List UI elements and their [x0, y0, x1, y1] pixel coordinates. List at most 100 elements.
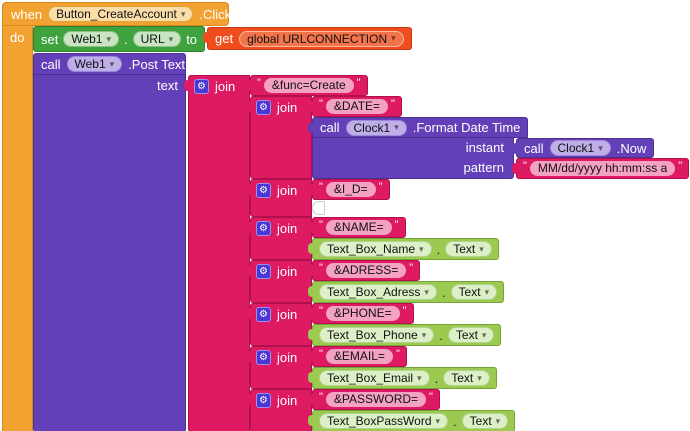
join-label: join — [215, 79, 236, 94]
method-name: .Post Text — [128, 56, 186, 72]
join-spine[interactable]: ⚙ join — [246, 303, 312, 346]
mutator-gear-icon[interactable]: ⚙ — [256, 264, 271, 279]
dropdown-value: Text — [458, 285, 481, 299]
join-block-adress[interactable]: ⚙ join " &ADRESS= " — [246, 260, 505, 303]
join-block-email[interactable]: ⚙ join " &EMAIL= " — [246, 346, 497, 389]
join-spine[interactable]: ⚙ join — [246, 346, 312, 389]
getter-component-dropdown[interactable]: Text_Box_Email ▾ — [319, 370, 430, 386]
string-field[interactable]: &PASSWORD= — [325, 392, 427, 407]
dropdown-arrow-icon: ▾ — [435, 415, 441, 426]
get-keyword: get — [215, 31, 234, 46]
when-block-header[interactable]: when Button_CreateAccount ▾ .Click — [2, 2, 231, 26]
clock-component-dropdown[interactable]: Clock1 ▾ — [345, 119, 407, 136]
call-component-dropdown[interactable]: Web1 ▾ — [66, 56, 123, 72]
call-posttext-header[interactable]: call Web1 ▾ .Post Text — [33, 53, 186, 75]
open-quote: " — [319, 262, 323, 274]
string-field[interactable]: &ADRESS= — [325, 263, 407, 278]
string-field[interactable]: MM/dd/yyyy hh:mm:ss a — [529, 161, 676, 176]
call-web1-posttext-block[interactable]: call Web1 ▾ .Post Text text — [33, 53, 690, 431]
dot-separator: . — [453, 413, 457, 429]
event-component-dropdown[interactable]: Button_CreateAccount ▾ — [48, 6, 194, 22]
mutator-gear-icon[interactable]: ⚙ — [256, 183, 271, 198]
textbox-adress-text-getter[interactable]: Text_Box_Adress ▾ . Text ▾ — [307, 281, 505, 303]
string-block-date[interactable]: " &DATE= " — [308, 96, 402, 117]
join-block-phone[interactable]: ⚙ join " &PHONE= " — [246, 303, 502, 346]
string-block-pattern[interactable]: " MM/dd/yyyy hh:mm:ss a " — [511, 158, 690, 179]
getter-property-dropdown[interactable]: Text ▾ — [461, 413, 509, 429]
call-clock1-formatdatetime-block[interactable]: call Clock1 ▾ .Format Date Time — [307, 117, 690, 179]
textbox-phone-text-getter[interactable]: Text_Box_Phone ▾ . Text ▾ — [307, 324, 502, 346]
string-field[interactable]: &func=Create — [263, 78, 354, 93]
outer-join-block[interactable]: ⚙ join " &func=Create " — [184, 75, 690, 431]
string-block-phone[interactable]: " &PHONE= " — [308, 303, 414, 324]
get-global-urlconnection-block[interactable]: get global URLCONNECTION ▾ — [203, 27, 412, 50]
textbox-name-text-getter[interactable]: Text_Box_Name ▾ . Text ▾ — [308, 238, 499, 260]
set-property-dropdown[interactable]: URL ▾ — [132, 31, 182, 47]
mutator-gear-icon[interactable]: ⚙ — [256, 100, 271, 115]
method-name: .Now — [616, 140, 647, 156]
string-block-password[interactable]: " &PASSWORD= " — [308, 389, 440, 410]
open-quote: " — [257, 77, 261, 89]
clock-component-dropdown[interactable]: Clock1 ▾ — [549, 140, 611, 156]
join-spine[interactable]: ⚙ join — [246, 179, 312, 217]
string-block-adress[interactable]: " &ADRESS= " — [307, 260, 421, 281]
outer-join-spine[interactable]: ⚙ join — [184, 75, 250, 431]
string-field[interactable]: &I_D= — [325, 182, 376, 197]
join-block-name[interactable]: ⚙ join " &NAME= " — [246, 217, 499, 260]
mutator-gear-icon[interactable]: ⚙ — [194, 79, 209, 94]
dropdown-arrow-icon: ▾ — [180, 8, 186, 19]
pattern-param-label: pattern — [312, 158, 514, 179]
getter-component-dropdown[interactable]: Text_Box_Phone ▾ — [319, 327, 435, 343]
join-block-date[interactable]: ⚙ join " &DATE= " — [246, 96, 690, 179]
dropdown-arrow-icon: ▾ — [109, 58, 115, 69]
dropdown-value: Text_Box_Adress — [327, 285, 421, 299]
string-field[interactable]: &DATE= — [325, 99, 389, 114]
clock-format-header[interactable]: call Clock1 ▾ .Format Date Time — [307, 117, 529, 138]
dot-separator: . — [124, 31, 128, 47]
dropdown-arrow-icon: ▾ — [481, 329, 487, 340]
join-spine[interactable]: ⚙ join — [246, 217, 312, 260]
dropdown-value: Text — [455, 328, 478, 342]
getter-property-dropdown[interactable]: Text ▾ — [450, 284, 498, 300]
join-spine[interactable]: ⚙ join — [246, 96, 312, 179]
mutator-gear-icon[interactable]: ⚙ — [256, 393, 271, 408]
getter-component-dropdown[interactable]: Text_Box_Name ▾ — [319, 241, 432, 257]
getter-property-dropdown[interactable]: Text ▾ — [443, 370, 490, 386]
string-field[interactable]: &PHONE= — [325, 306, 400, 321]
mutator-gear-icon[interactable]: ⚙ — [256, 307, 271, 322]
variable-dropdown[interactable]: global URLCONNECTION ▾ — [239, 30, 404, 47]
string-block-name[interactable]: " &NAME= " — [308, 217, 406, 238]
string-field[interactable]: &EMAIL= — [325, 349, 393, 364]
join-block-id[interactable]: ⚙ join " &I_D= " — [246, 179, 390, 217]
set-component-dropdown[interactable]: Web1 ▾ — [63, 31, 120, 47]
call-keyword: call — [320, 120, 340, 135]
string-block-func[interactable]: " &func=Create " — [246, 75, 368, 96]
textbox-password-text-getter[interactable]: Text_BoxPassWord ▾ . Text ▾ — [307, 410, 516, 431]
getter-property-dropdown[interactable]: Text ▾ — [445, 241, 492, 257]
textbox-email-text-getter[interactable]: Text_Box_Email ▾ . Text ▾ — [308, 367, 497, 389]
getter-component-dropdown[interactable]: Text_BoxPassWord ▾ — [319, 413, 449, 429]
dropdown-arrow-icon: ▾ — [479, 243, 484, 254]
when-block-do-spine: do — [2, 26, 33, 431]
mutator-gear-icon[interactable]: ⚙ — [256, 350, 271, 365]
join-spine[interactable]: ⚙ join — [246, 260, 312, 303]
getter-property-dropdown[interactable]: Text ▾ — [447, 327, 495, 343]
join-spine[interactable]: ⚙ join — [246, 389, 312, 431]
string-block-id[interactable]: " &I_D= " — [308, 179, 390, 200]
dropdown-arrow-icon: ▾ — [421, 329, 427, 340]
mutator-gear-icon[interactable]: ⚙ — [256, 221, 271, 236]
to-label: to — [186, 31, 198, 47]
set-web1-url-block[interactable]: set Web1 ▾ . URL ▾ to — [33, 26, 206, 52]
dropdown-arrow-icon: ▾ — [391, 33, 396, 43]
string-block-email[interactable]: " &EMAIL= " — [308, 346, 407, 367]
getter-component-dropdown[interactable]: Text_Box_Adress ▾ — [319, 284, 437, 300]
join-block-password[interactable]: ⚙ join " &PASSWORD= " — [246, 389, 516, 431]
call-clock1-now-block[interactable]: call Clock1 ▾ .Now — [511, 138, 655, 158]
open-quote: " — [319, 98, 323, 110]
empty-socket[interactable] — [312, 201, 325, 215]
dropdown-arrow-icon: ▾ — [419, 243, 424, 254]
string-field[interactable]: &NAME= — [325, 220, 392, 235]
close-quote: " — [391, 98, 395, 110]
